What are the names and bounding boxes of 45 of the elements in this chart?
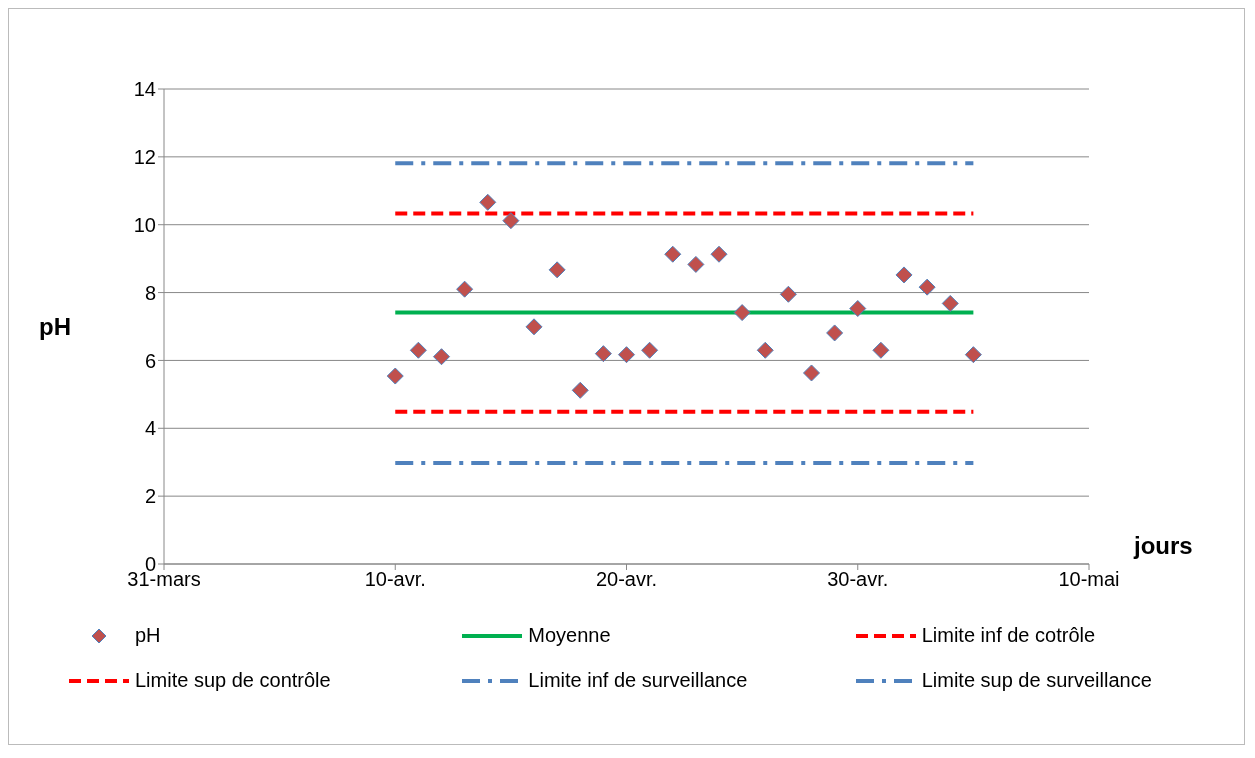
y-tick-label: 12	[133, 145, 156, 168]
point	[618, 346, 635, 364]
point	[502, 212, 520, 230]
x-tick-label: 30-avr.	[827, 568, 889, 591]
y-axis-title: pH	[39, 313, 71, 341]
point	[826, 324, 844, 342]
point	[433, 348, 450, 366]
point	[964, 346, 982, 364]
point	[687, 255, 705, 273]
y-tick-label: 2	[144, 485, 156, 508]
y-tick-label: 10	[133, 213, 156, 236]
legend-label: pH	[135, 624, 161, 647]
point	[664, 245, 682, 263]
y-tick-label: 14	[133, 78, 156, 101]
legend-label: Limite sup de contrôle	[135, 669, 331, 692]
y-tick-label: 8	[144, 281, 156, 304]
point	[895, 266, 913, 284]
point	[779, 285, 797, 303]
y-tick-label: 6	[144, 349, 156, 372]
point	[641, 341, 659, 359]
x-axis-title: jours	[1133, 531, 1193, 559]
point	[548, 261, 566, 279]
legend-label: Limite inf de surveillance	[528, 669, 748, 692]
y-tick-label: 4	[144, 417, 156, 440]
legend-label: Limite sup de surveillance	[921, 669, 1152, 692]
point	[710, 245, 728, 263]
point	[386, 367, 404, 385]
point	[409, 341, 427, 359]
point	[918, 278, 936, 296]
x-tick-label: 20-avr.	[595, 568, 658, 591]
point	[849, 300, 867, 318]
point	[525, 318, 543, 336]
legend-label: Moyenne	[528, 624, 611, 647]
point	[479, 193, 497, 211]
legend-label: Limite inf de cotrôle	[921, 624, 1096, 647]
x-tick-label: 10-avr.	[364, 568, 426, 591]
point	[456, 280, 474, 298]
point	[941, 294, 959, 312]
point	[571, 381, 589, 399]
point	[756, 341, 774, 359]
point	[872, 341, 890, 359]
point	[803, 364, 820, 382]
point	[594, 345, 612, 363]
x-tick-label: 10-mai	[1058, 568, 1120, 591]
point	[733, 304, 751, 322]
